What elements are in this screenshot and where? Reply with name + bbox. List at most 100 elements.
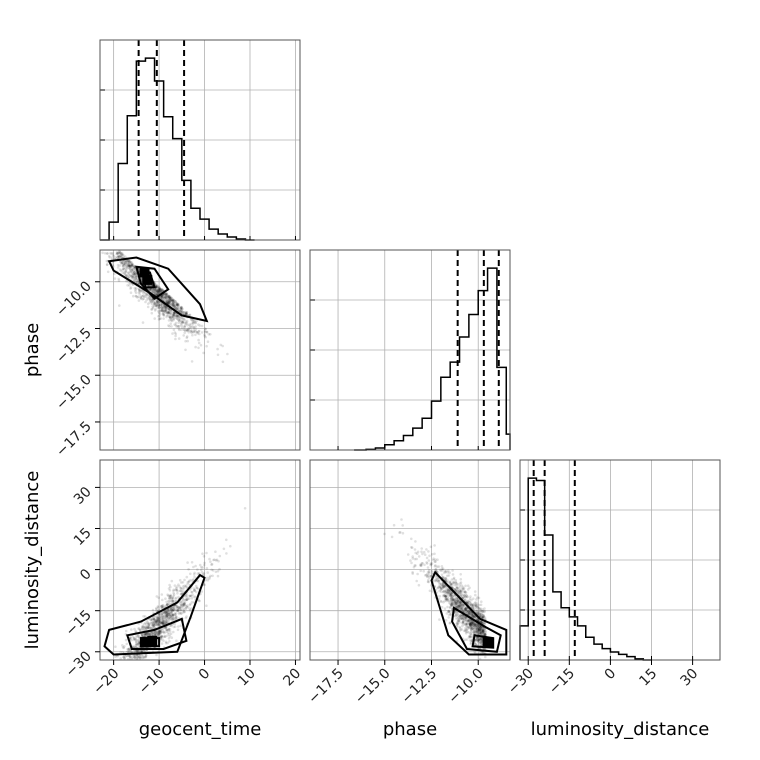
sample-point <box>159 628 163 631</box>
sample-point <box>160 642 164 645</box>
sample-point <box>167 319 171 322</box>
sample-point <box>124 273 127 276</box>
sample-point <box>166 621 169 624</box>
x-tick-label: −30 <box>505 666 537 698</box>
sample-point <box>440 605 444 609</box>
sample-point <box>122 646 126 650</box>
sample-point <box>172 313 176 316</box>
sample-point <box>479 626 482 630</box>
sample-point <box>122 262 125 266</box>
sample-point <box>467 610 470 613</box>
sample-point <box>476 618 480 622</box>
sample-point <box>116 251 119 255</box>
sample-point <box>165 603 169 607</box>
sample-point <box>479 639 483 642</box>
sample-point <box>174 588 177 592</box>
sample-point <box>169 595 172 598</box>
sample-point <box>166 594 170 597</box>
sample-point <box>425 556 429 560</box>
sample-point <box>143 634 147 637</box>
sample-point <box>458 603 462 606</box>
sample-point <box>159 290 163 293</box>
sample-point <box>160 605 163 608</box>
sample-point <box>187 329 191 332</box>
sample-point <box>460 584 464 587</box>
sample-point <box>180 316 183 320</box>
sample-point <box>464 607 468 610</box>
sample-point <box>173 306 177 310</box>
sample-point <box>154 607 158 611</box>
sample-point <box>438 618 441 621</box>
sample-point <box>144 634 147 638</box>
sample-point <box>190 318 193 321</box>
sample-point <box>122 267 125 270</box>
sample-point <box>469 626 472 629</box>
sample-point <box>165 628 168 632</box>
sample-point <box>149 288 153 291</box>
sample-point <box>157 596 160 599</box>
sample-point <box>117 279 121 283</box>
sample-point <box>132 275 136 279</box>
sample-point <box>128 263 131 267</box>
sample-point <box>422 569 426 573</box>
sample-point <box>174 323 177 327</box>
sample-point <box>155 619 159 622</box>
sample-point <box>427 578 430 582</box>
sample-point <box>457 619 461 622</box>
sample-point <box>166 301 169 305</box>
sample-point <box>162 611 166 615</box>
sample-point <box>483 609 486 613</box>
sample-point <box>167 311 171 315</box>
sample-point <box>145 627 149 630</box>
sample-point <box>176 609 179 612</box>
sample-point <box>172 608 175 611</box>
sample-point <box>189 594 192 598</box>
sample-point <box>479 641 482 645</box>
sample-point <box>157 289 161 293</box>
sample-point <box>186 580 190 584</box>
sample-point <box>162 296 166 300</box>
sample-point <box>129 264 132 268</box>
sample-point <box>181 307 184 311</box>
sample-point <box>114 655 117 658</box>
sample-point <box>141 624 145 628</box>
sample-point <box>170 315 174 318</box>
sample-point <box>139 296 143 300</box>
sample-point <box>474 638 477 642</box>
sample-point <box>171 302 175 306</box>
sample-point <box>153 624 156 627</box>
sample-point <box>177 625 180 628</box>
sample-point <box>162 295 166 299</box>
sample-point <box>166 609 169 612</box>
sample-point <box>478 627 482 631</box>
sample-point <box>156 629 160 633</box>
sample-point <box>112 254 116 258</box>
sample-point <box>479 632 483 635</box>
sample-point <box>170 608 174 611</box>
sample-point <box>137 299 141 302</box>
sample-point <box>471 621 475 624</box>
sample-point <box>471 621 474 625</box>
sample-point <box>149 633 152 636</box>
sample-point <box>123 272 126 276</box>
sample-point <box>435 578 439 581</box>
sample-point <box>483 607 486 610</box>
sample-point <box>168 295 172 299</box>
sample-point <box>152 623 155 626</box>
sample-point <box>134 629 137 633</box>
sample-point <box>168 315 171 319</box>
sample-point <box>413 548 417 551</box>
sample-point <box>128 268 132 271</box>
sample-point <box>175 605 179 608</box>
sample-point <box>462 596 465 599</box>
sample-point <box>179 307 183 311</box>
sample-point <box>167 587 171 590</box>
panel-geocent_time-luminosity_distance <box>99 459 301 661</box>
sample-point <box>191 579 195 582</box>
sample-point <box>162 639 165 643</box>
sample-point <box>121 269 124 272</box>
contour-middle <box>135 265 170 300</box>
sample-point <box>148 626 151 630</box>
sample-point <box>137 291 141 295</box>
sample-point <box>156 617 160 620</box>
